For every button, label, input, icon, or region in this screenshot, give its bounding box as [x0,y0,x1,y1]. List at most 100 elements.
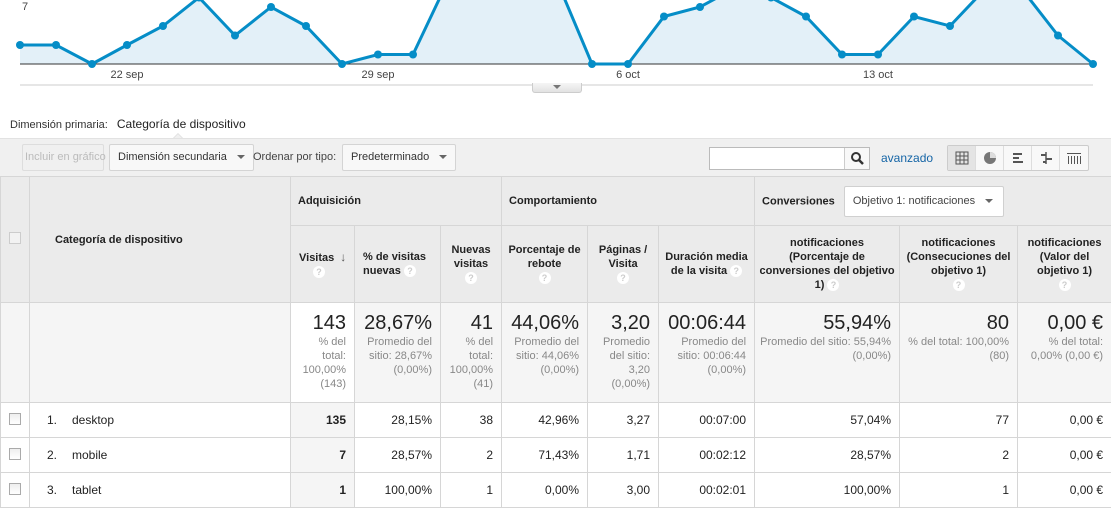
row-metric-cell: 00:07:00 [658,402,756,438]
total-cell: 41% del total: 100,00% (41) [439,302,503,403]
row-metric-cell: 1 [290,472,355,508]
row-index: 3. [47,483,58,497]
total-sub: Promedio del sitio: 44,06% (0,00%) [514,336,580,376]
column-label: notificaciones (Valor del objetivo 1) [1027,237,1102,277]
search-button[interactable] [844,148,869,169]
row-dimension-link[interactable]: desktop [72,413,115,427]
help-icon[interactable]: ? [313,265,325,278]
advanced-filter-link[interactable]: avanzado [881,151,934,165]
x-axis-label: 22 sep [110,69,144,81]
help-icon[interactable]: ? [538,272,551,285]
row-select-cell [0,472,30,508]
chevron-down-icon [236,155,245,160]
search-input[interactable] [710,148,844,169]
help-icon[interactable]: ? [465,272,478,285]
totals-row: 143% del total: 100,00% (143) 28,67% Prom… [0,302,1111,403]
secondary-dimension-dropdown[interactable]: Dimensión secundaria [109,144,254,171]
row-metric-cell: 1,71 [587,437,660,473]
row-metric-cell: 28,57% [754,437,901,473]
col-goal-value[interactable]: notificaciones (Valor del objetivo 1)? [1017,225,1111,303]
row-metric-cell: 0,00% [501,472,589,508]
row-checkbox[interactable] [9,482,21,495]
table-search [709,147,870,170]
help-icon[interactable]: ? [952,279,965,292]
help-icon[interactable]: ? [403,265,416,278]
col-pages-per-visit[interactable]: Páginas / Visita? [587,225,660,303]
col-avg-duration[interactable]: Duración media de la visita ? [658,225,756,303]
comparison-icon [1040,152,1052,164]
row-metric-cell: 1 [439,472,503,508]
total-cell: 00:06:44 Promedio del sitio: 00:06:44 (0,… [658,302,756,403]
total-cell: 143% del total: 100,00% (143) [290,302,355,403]
x-axis-label: 29 sep [361,69,395,81]
dimension-header[interactable]: Categoría de dispositivo [29,176,291,303]
pie-view-button[interactable] [976,146,1004,170]
total-value: 3,20 [611,312,651,334]
bar-chart-icon [1012,153,1023,163]
row-index: 2. [47,448,58,462]
row-metric-cell: 100,00% [754,472,901,508]
row-metric-cell: 2 [899,437,1019,473]
total-sub: Promedio del sitio: 3,20 (0,00%) [602,336,651,390]
chevron-down-icon [439,155,448,160]
total-cell: 28,67% Promedio del sitio: 28,67% (0,00%) [354,302,441,403]
total-cell: 55,94% Promedio del sitio: 55,94% (0,00%) [754,302,901,403]
table-view-button[interactable] [948,146,976,170]
col-visitas[interactable]: Visitas ↓ ? [290,225,355,303]
total-value: 143 [312,312,346,334]
col-new-visits[interactable]: Nuevas visitas? [439,225,503,303]
search-icon [851,152,864,165]
row-checkbox[interactable] [9,412,21,425]
table-toolbar: Incluir en gráfico Dimensión secundaria … [0,138,1111,176]
col-goal-conversion-rate[interactable]: notificaciones (Porcentaje de conversion… [754,225,901,303]
total-value: 41 [470,312,494,334]
performance-view-button[interactable] [1004,146,1032,170]
column-label: Visitas [299,251,335,264]
column-label: Páginas / Visita [598,244,648,270]
total-value: 55,94% [823,312,892,334]
pivot-view-button[interactable] [1060,146,1088,170]
row-dimension-link[interactable]: mobile [72,448,108,462]
row-metric-cell: 28,57% [354,437,441,473]
row-metric-cell: 0,00 € [1017,437,1111,473]
total-cell: 44,06% Promedio del sitio: 44,06% (0,00%) [501,302,589,403]
total-cell: 80% del total: 100,00% (80) [899,302,1019,403]
row-metric-cell: 71,43% [501,437,589,473]
plot-rows-button[interactable]: Incluir en gráfico [22,144,106,171]
goal-select-dropdown[interactable]: Objetivo 1: notificaciones [843,185,1005,217]
collapse-chart-button[interactable] [532,83,582,93]
row-metric-cell: 1 [899,472,1019,508]
help-icon[interactable]: ? [1058,279,1071,292]
conversions-label: Conversiones [762,194,835,207]
row-metric-cell: 00:02:12 [658,437,756,473]
row-metric-cell: 77 [899,402,1019,438]
select-all-cell [0,176,30,303]
row-dimension-link[interactable]: tablet [72,483,102,497]
x-axis-label: 6 oct [616,69,640,81]
row-metric-cell: 0,00 € [1017,402,1111,438]
chart-plot [16,0,1097,86]
col-bounce-rate[interactable]: Porcentaje de rebote? [501,225,589,303]
help-icon[interactable]: ? [617,272,630,285]
row-metric-cell: 3,27 [587,402,660,438]
total-sub: % del total: 100,00% (143) [302,336,346,390]
comparison-view-button[interactable] [1032,146,1060,170]
column-label: notificaciones (Consecuciones del objeti… [906,237,1011,277]
primary-dimension-selected[interactable]: Categoría de dispositivo [116,117,246,131]
col-goal-completions[interactable]: notificaciones (Consecuciones del objeti… [899,225,1019,303]
col-pct-new-visits[interactable]: % de visitas nuevas ? [354,225,441,303]
row-metric-cell: 28,15% [354,402,441,438]
row-select-cell [0,402,30,438]
sort-type-value: Predeterminado [351,151,430,163]
select-all-checkbox[interactable] [9,232,21,244]
total-value: 28,67% [364,312,432,334]
row-checkbox[interactable] [9,447,21,460]
help-icon[interactable]: ? [827,279,840,292]
sort-type-dropdown[interactable]: Predeterminado [342,144,457,171]
total-value: 0,00 € [1047,312,1104,334]
row-metric-cell: 135 [290,402,355,438]
row-metric-cell: 57,04% [754,402,901,438]
primary-dimension-row: Dimensión primaria: Categoría de disposi… [10,117,246,131]
help-icon[interactable]: ? [730,265,743,278]
group-acquisition: Adquisición [289,176,503,226]
